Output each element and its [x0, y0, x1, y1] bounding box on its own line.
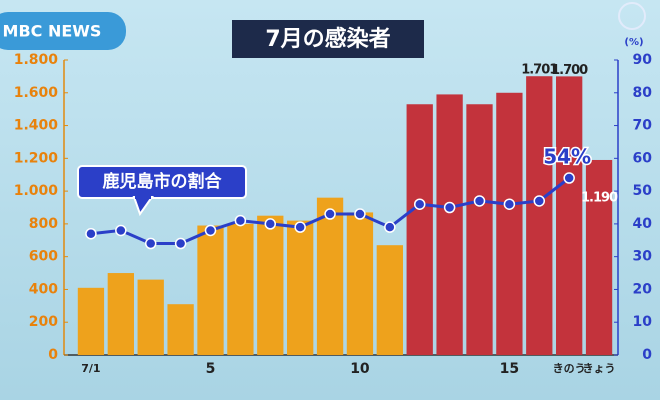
y2-tick-label: 70: [633, 118, 653, 134]
y2-tick-label: 80: [633, 85, 653, 101]
bar: [376, 245, 403, 355]
x-tick-label: 7/1: [81, 362, 100, 375]
bar: [197, 225, 224, 355]
y2-tick-label: 30: [633, 249, 653, 265]
line-point: [234, 214, 247, 227]
line-point: [144, 237, 157, 250]
bar-value-label: 1.190: [581, 190, 618, 205]
bar: [227, 223, 254, 355]
bar: [346, 212, 374, 355]
y-tick-label: 400: [29, 281, 58, 297]
y-tick-label: 1.600: [14, 85, 59, 101]
line-point: [354, 208, 366, 220]
y2-tick-label: 40: [633, 216, 653, 232]
logo: MBC NEWS: [3, 22, 102, 41]
bar: [257, 215, 284, 355]
bar: [287, 220, 314, 355]
bar: [167, 304, 194, 355]
y-tick-label: 1.800: [14, 52, 59, 68]
y2-tick-label: 10: [633, 314, 653, 330]
y2-tick-label: 90: [633, 52, 653, 68]
title-box: [232, 20, 424, 58]
y2-tick-label: 60: [633, 150, 653, 166]
line-point: [443, 201, 456, 214]
x-tick-label: きょう: [583, 362, 616, 375]
bar: [585, 159, 613, 355]
bar: [316, 197, 344, 355]
line-value-label: 54%: [543, 145, 591, 169]
y-tick-label: 1.400: [14, 118, 59, 134]
line-point: [115, 224, 127, 237]
x-tick-label: 15: [500, 361, 519, 377]
bar: [496, 92, 523, 356]
y-tick-label: 0: [48, 347, 58, 363]
y2-tick-label: 0: [642, 347, 652, 363]
chart-title: 7月の感染者: [265, 26, 390, 52]
y2-tick-label: 50: [633, 183, 653, 199]
bar: [436, 94, 463, 356]
line-point: [473, 195, 486, 207]
bar: [107, 273, 134, 355]
annotation: 鹿児島市の割合: [103, 171, 223, 192]
bar-value-label: 1.700: [551, 63, 588, 78]
channel-logo: [618, 2, 646, 30]
annotation-joint: [135, 195, 151, 199]
line-point: [563, 172, 575, 184]
logo-box: [0, 12, 126, 50]
y-tick-label: 1.200: [14, 150, 59, 166]
y-tick-label: 1.000: [14, 183, 59, 199]
y2-unit: (%): [624, 37, 643, 48]
line-point: [413, 198, 426, 210]
y-tick-label: 200: [29, 314, 58, 330]
line-point: [294, 221, 306, 233]
y-tick-label: 600: [29, 249, 58, 265]
x-tick-label: 10: [350, 361, 370, 377]
line-point: [324, 208, 336, 220]
line-point: [174, 237, 187, 250]
line-point: [384, 221, 396, 233]
bar-value-label: 1.701: [521, 63, 558, 78]
bar: [137, 279, 164, 355]
bar: [526, 76, 553, 355]
bar: [556, 76, 583, 355]
line-point: [85, 227, 97, 240]
x-tick-label: きのう: [553, 362, 586, 375]
x-tick-label: 5: [206, 361, 216, 377]
y2-tick-label: 20: [633, 281, 653, 297]
y-tick-label: 800: [29, 216, 58, 232]
line-point: [503, 198, 516, 210]
line-point: [533, 195, 546, 207]
line-point: [264, 218, 277, 230]
bar: [466, 104, 493, 355]
bar: [77, 287, 105, 355]
line-point: [204, 224, 217, 237]
annotation-box: [77, 165, 247, 199]
bar: [406, 104, 433, 355]
